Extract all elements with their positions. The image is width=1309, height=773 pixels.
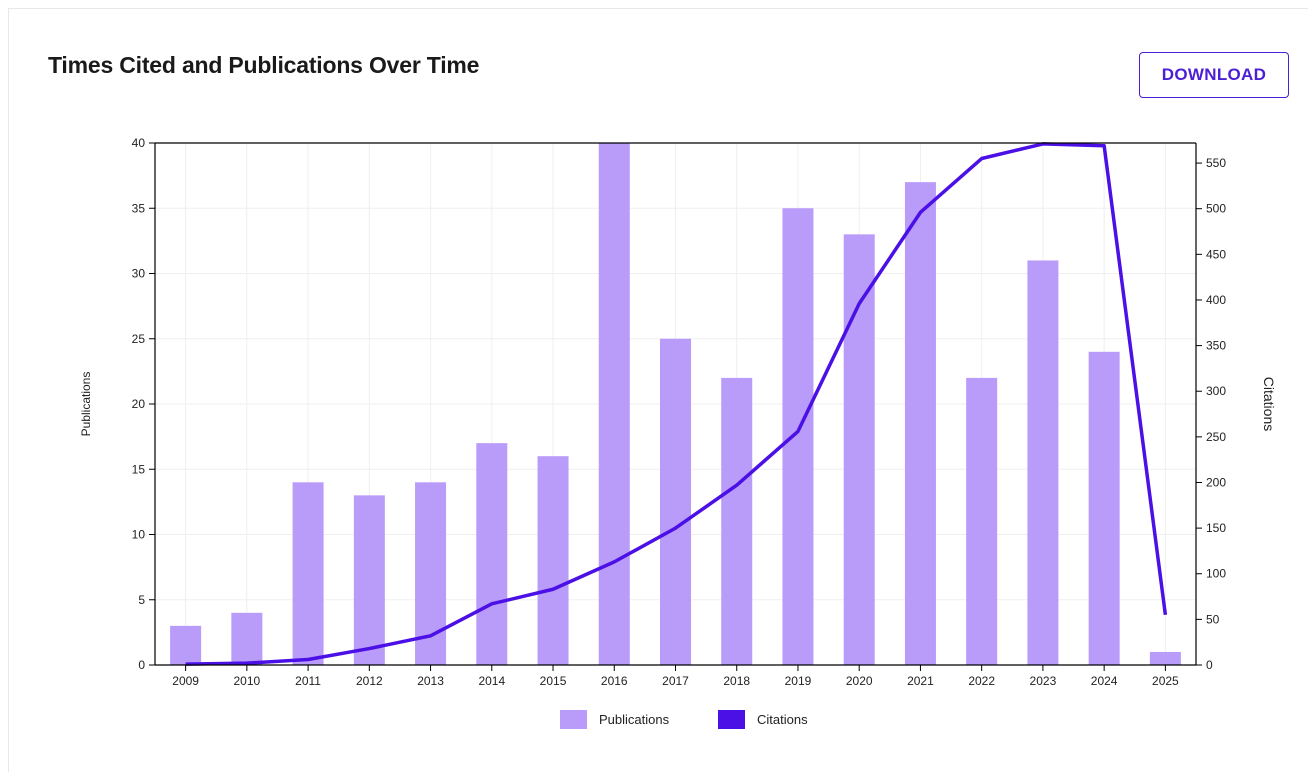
- right-tick-label: 250: [1206, 430, 1226, 444]
- x-tick-label: 2017: [662, 674, 689, 688]
- x-tick-label: 2009: [172, 674, 199, 688]
- left-tick-label: 25: [132, 332, 146, 346]
- x-tick-label: 2012: [356, 674, 383, 688]
- legend: Publications Citations: [560, 710, 808, 729]
- left-tick-label: 5: [138, 593, 145, 607]
- x-tick-label: 2025: [1152, 674, 1179, 688]
- legend-publications-swatch: [560, 710, 587, 729]
- left-tick-label: 0: [138, 658, 145, 672]
- right-tick-label: 0: [1206, 658, 1213, 672]
- right-tick-label: 400: [1206, 293, 1226, 307]
- right-tick-label: 300: [1206, 384, 1226, 398]
- bar-2016: [598, 143, 630, 665]
- left-tick-label: 20: [132, 397, 146, 411]
- right-tick-label: 200: [1206, 475, 1226, 489]
- x-tick-label: 2019: [785, 674, 812, 688]
- x-tick-label: 2020: [846, 674, 873, 688]
- right-tick-label: 500: [1206, 202, 1226, 216]
- bar-2011: [292, 482, 324, 665]
- bar-2017: [660, 338, 691, 665]
- x-tick-label: 2018: [723, 674, 750, 688]
- bar-2015: [537, 456, 569, 665]
- bar-2020: [843, 234, 875, 665]
- bar-2021: [904, 182, 936, 665]
- legend-publications-label: Publications: [599, 712, 670, 727]
- right-tick-label: 550: [1206, 156, 1226, 170]
- bar-2024: [1088, 351, 1120, 665]
- bar-2022: [966, 377, 998, 665]
- bar-series: [170, 143, 1181, 665]
- line-series: [185, 142, 1168, 666]
- y-axis-label: Publications: [79, 372, 93, 437]
- x-tick-label: 2014: [478, 674, 505, 688]
- chart-title: Times Cited and Publications Over Time: [48, 52, 480, 78]
- x-tick-label: 2023: [1030, 674, 1057, 688]
- bar-2023: [1027, 260, 1059, 665]
- x-tick-label: 2013: [417, 674, 444, 688]
- bar-2009: [170, 625, 202, 665]
- x-tick-label: 2021: [907, 674, 934, 688]
- bar-2025: [1149, 651, 1181, 665]
- download-button[interactable]: DOWNLOAD: [1139, 52, 1289, 98]
- right-tick-label: 450: [1206, 247, 1226, 261]
- left-tick-label: 30: [132, 267, 146, 281]
- left-tick-label: 10: [132, 528, 146, 542]
- right-tick-label: 50: [1206, 612, 1220, 626]
- citations-line: [185, 142, 1168, 666]
- x-tick-label: 2011: [295, 674, 321, 688]
- x-tick-label: 2010: [234, 674, 261, 688]
- bar-2014: [476, 443, 508, 665]
- axes: 0510152025303540050100150200250300350400…: [79, 136, 1277, 688]
- y2-axis-label: Citations: [1261, 377, 1277, 431]
- right-tick-label: 150: [1206, 521, 1226, 535]
- legend-citations-label: Citations: [757, 712, 808, 727]
- x-tick-label: 2022: [968, 674, 995, 688]
- x-tick-label: 2015: [540, 674, 567, 688]
- x-tick-label: 2024: [1091, 674, 1118, 688]
- right-tick-label: 100: [1206, 567, 1226, 581]
- bar-2010: [231, 612, 263, 665]
- left-tick-label: 15: [132, 462, 146, 476]
- left-tick-label: 40: [132, 136, 146, 150]
- x-tick-label: 2016: [601, 674, 628, 688]
- bar-2018: [721, 377, 753, 665]
- bar-2012: [353, 495, 385, 665]
- right-tick-label: 350: [1206, 339, 1226, 353]
- legend-citations-swatch: [718, 710, 745, 729]
- left-tick-label: 35: [132, 201, 146, 215]
- bar-2019: [782, 208, 814, 665]
